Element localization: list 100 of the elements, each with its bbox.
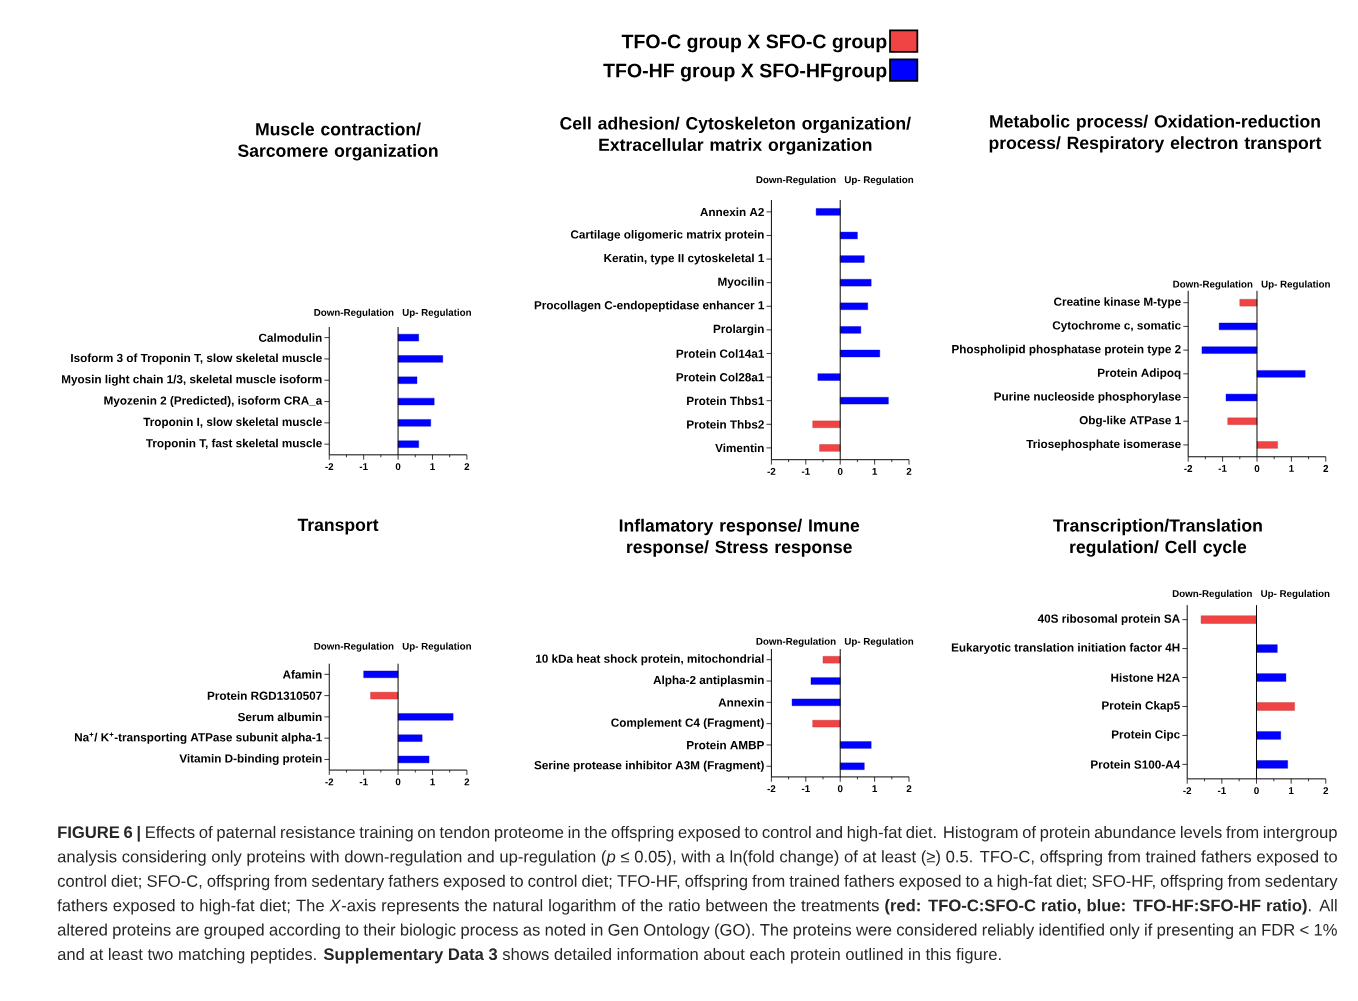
bar bbox=[397, 440, 419, 448]
text: Up- Regulation bbox=[1261, 280, 1330, 290]
bar bbox=[1256, 673, 1287, 682]
y-tick-label: Cartilage oligomeric matrix protein bbox=[570, 229, 764, 241]
text: Down-Regulation bbox=[314, 642, 394, 652]
y-tick-label: Protein Thbs2 bbox=[687, 419, 764, 429]
x-tick-label: -2 bbox=[325, 778, 334, 786]
y-tick-label: Troponin T, fast skeletal muscle bbox=[145, 438, 322, 450]
x-tick-label: 1 bbox=[872, 785, 878, 792]
y-tick-label: Alpha-2 antiplasmin bbox=[653, 675, 764, 687]
text: Down-Regulation bbox=[1173, 280, 1253, 290]
legend-label: TFO-C group X SFO-C group bbox=[621, 34, 887, 53]
bar bbox=[810, 677, 841, 685]
text: Up- Regulation bbox=[844, 175, 914, 185]
x-tick-label: -2 bbox=[767, 785, 776, 792]
bar bbox=[840, 326, 862, 334]
bar bbox=[840, 762, 865, 770]
chart-title: Metabolic process/ Oxidation-reduction process/ Respiratory electron transport bbox=[989, 114, 1322, 153]
y-tick-label: Obg-like ATPase 1 bbox=[1079, 415, 1181, 427]
x-tick-label: -1 bbox=[801, 785, 810, 792]
y-tick-label: Protein Thbs1 bbox=[687, 396, 765, 405]
text: Down-Regulation bbox=[756, 175, 836, 185]
y-tick-label: Creatine kinase M-type bbox=[1054, 297, 1181, 308]
text: Down-Regulation bbox=[1172, 589, 1252, 599]
y-tick-label: Protein Col28a1 bbox=[676, 372, 765, 382]
y-tick-label: Myosin light chain 1/3, skeletal muscle isoform bbox=[62, 374, 322, 386]
x-tick-label: 2 bbox=[1323, 787, 1329, 794]
x-tick-label: 0 bbox=[837, 467, 843, 475]
y-tick-label: Prolargin bbox=[713, 324, 764, 336]
y-tick-label: 40S ribosomal protein SA bbox=[1037, 613, 1180, 625]
y-tick-label: Myozenin 2 (Predicted), isoform CRA_a bbox=[104, 395, 323, 407]
bar bbox=[397, 355, 443, 363]
x-tick-label: -1 bbox=[359, 778, 368, 785]
y-tick-label: Protein Adipoq bbox=[1098, 368, 1181, 380]
bar bbox=[397, 333, 419, 342]
bar bbox=[822, 655, 841, 664]
y-tick-label: Protein Cipc bbox=[1111, 729, 1180, 741]
bar bbox=[397, 755, 430, 763]
text: Down-Regulation bbox=[314, 308, 394, 318]
bar bbox=[840, 741, 872, 749]
bar bbox=[397, 397, 435, 405]
bar bbox=[397, 713, 454, 721]
x-tick-label: 2 bbox=[906, 785, 912, 792]
y-tick-label: Vimentin bbox=[715, 443, 764, 452]
bar bbox=[840, 278, 872, 287]
bar bbox=[1256, 760, 1288, 769]
y-tick-label: Myocilin bbox=[718, 277, 764, 288]
bar bbox=[791, 698, 841, 706]
x-tick-label: 1 bbox=[872, 467, 878, 475]
y-tick-label: Afamin bbox=[282, 669, 322, 679]
y-tick-label: Calmodulin bbox=[258, 333, 322, 342]
bar bbox=[1256, 370, 1306, 378]
bar bbox=[812, 420, 841, 428]
y-tick-label: Triosephosphate isomerase bbox=[1026, 439, 1181, 451]
x-tick-label: 0 bbox=[395, 778, 401, 786]
x-tick-label: 2 bbox=[464, 462, 470, 470]
x-tick-label: 1 bbox=[430, 462, 435, 470]
x-tick-label: -1 bbox=[1217, 786, 1226, 794]
y-tick-label: Protein RGD1310507 bbox=[207, 691, 322, 700]
x-tick-label: -2 bbox=[325, 462, 334, 470]
y-tick-label: Na$^{+}$/ K$^{+}$-transporting ATPase subunit alpha-1 bbox=[74, 732, 322, 744]
text: Up- Regulation bbox=[844, 637, 914, 647]
bar bbox=[370, 691, 399, 700]
bar bbox=[840, 396, 889, 405]
bar bbox=[1201, 346, 1258, 354]
x-tick-label: -1 bbox=[1218, 464, 1227, 472]
y-tick-label: Purine nucleoside phosphorylase bbox=[994, 391, 1181, 403]
y-tick-label: Annexin bbox=[718, 697, 764, 707]
x-tick-label: 1 bbox=[430, 778, 435, 785]
text: Up- Regulation bbox=[402, 308, 471, 318]
bar bbox=[840, 255, 865, 263]
bar bbox=[817, 373, 841, 381]
text: Down-Regulation bbox=[756, 637, 836, 647]
x-tick-label: 1 bbox=[1289, 464, 1294, 472]
x-tick-label: -2 bbox=[1183, 787, 1192, 794]
bar bbox=[397, 376, 418, 384]
y-tick-label: Procollagen C-endopeptidase enhancer 1 bbox=[534, 300, 765, 312]
chart-title: Transport bbox=[297, 518, 379, 535]
chart-title: Muscle contraction/ Sarcomere organization bbox=[237, 122, 438, 161]
text: FIGURE 6 | Effects of paternal resistance training on tendon proteome in the offspring exposed to control and high-fat diet. Histogram of protein abundance levels from intergroup analysis considering only proteins with down-regulation and up-regulation (p ≤ 0.05), with a ln(fold change) of at least (≥) 0.5. TFO-C, offspring from trained fathers exposed to control diet; SFO-C, offspring from sedentary fathers exposed to control diet; TFO-HF, offspring from trained fathers exposed to a high-fat diet; SFO-HF, offspring from sedentary fathers exposed to high-fat diet; The X-axis represents the natural logarithm of the ratio between the treatments (red: TFO-C:SFO-C ratio, blue: TFO-HF:SFO-HF ratio). All altered proteins are grouped according to their biologic process as noted in Gen Ontology (GO). The proteins were considered reliably identified only if presenting an FDR < 1% and at least two matching peptides. Supplementary Data 3 shows detailed information about each protein outlined in this figure. bbox=[57, 825, 1338, 964]
y-tick-label: Protein AMBP bbox=[687, 740, 764, 750]
x-tick-label: 1 bbox=[1289, 786, 1294, 794]
y-tick-label: Vitamin D-binding protein bbox=[179, 753, 322, 765]
x-tick-label: 0 bbox=[837, 785, 843, 792]
x-tick-label: -2 bbox=[767, 467, 776, 475]
x-tick-label: -1 bbox=[801, 467, 810, 475]
bar bbox=[1256, 644, 1278, 653]
y-tick-label: Protein S100-A4 bbox=[1091, 759, 1181, 769]
bar bbox=[1256, 441, 1278, 449]
x-tick-label: 0 bbox=[1254, 787, 1259, 794]
y-tick-label: Isoform 3 of Troponin T, slow skeletal muscle bbox=[71, 353, 322, 365]
y-tick-label: Cytochrome c, somatic bbox=[1052, 320, 1181, 332]
chart-title: Inflamatory response/ Imune response/ Stress response bbox=[619, 518, 860, 557]
x-tick-label: 0 bbox=[395, 462, 401, 470]
text: Up- Regulation bbox=[1261, 589, 1330, 599]
y-tick-label: Phospholipid phosphatase protein type 2 bbox=[952, 344, 1181, 356]
bar bbox=[1200, 615, 1257, 624]
y-tick-label: Eukaryotic translation initiation factor 4H bbox=[951, 642, 1180, 654]
y-tick-label: Serum albumin bbox=[237, 712, 322, 721]
bar bbox=[397, 734, 423, 742]
